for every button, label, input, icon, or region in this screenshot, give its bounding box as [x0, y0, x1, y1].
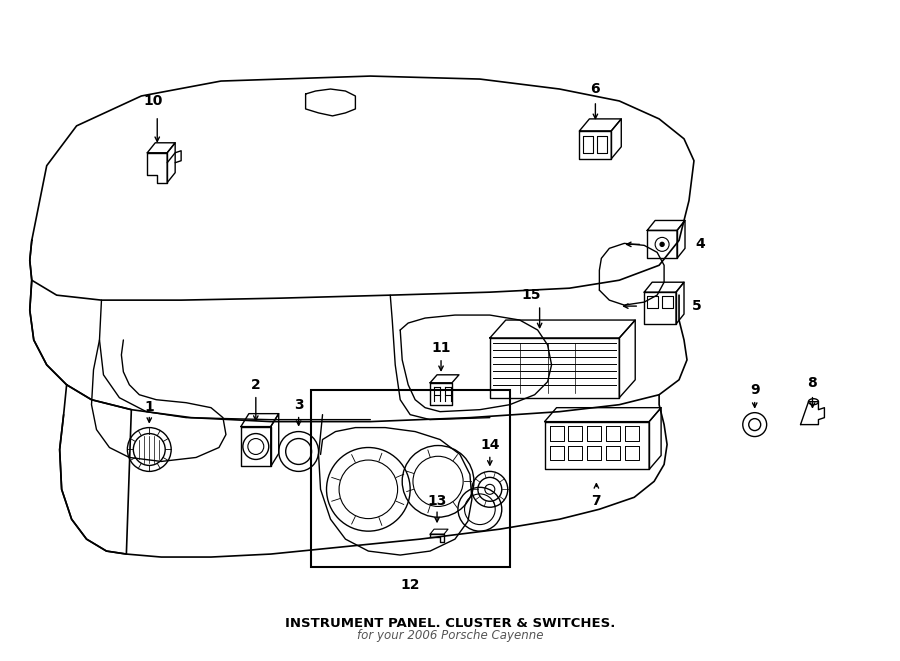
Text: 6: 6: [590, 82, 600, 96]
Text: INSTRUMENT PANEL. CLUSTER & SWITCHES.: INSTRUMENT PANEL. CLUSTER & SWITCHES.: [284, 617, 616, 630]
Text: 8: 8: [807, 376, 817, 390]
Text: 14: 14: [480, 438, 500, 451]
Text: for your 2006 Porsche Cayenne: for your 2006 Porsche Cayenne: [356, 629, 544, 642]
Text: 4: 4: [695, 237, 705, 251]
Text: 13: 13: [428, 494, 446, 508]
Text: 15: 15: [522, 288, 542, 302]
Text: 2: 2: [251, 378, 261, 392]
Text: 12: 12: [400, 578, 420, 592]
Text: 9: 9: [750, 383, 760, 397]
Bar: [310, 390, 509, 567]
Text: 7: 7: [591, 494, 601, 508]
Text: 5: 5: [692, 299, 702, 313]
Text: 10: 10: [144, 94, 163, 108]
Text: 1: 1: [144, 400, 154, 414]
Text: 11: 11: [431, 341, 451, 355]
Circle shape: [660, 243, 664, 247]
Text: 3: 3: [293, 398, 303, 412]
